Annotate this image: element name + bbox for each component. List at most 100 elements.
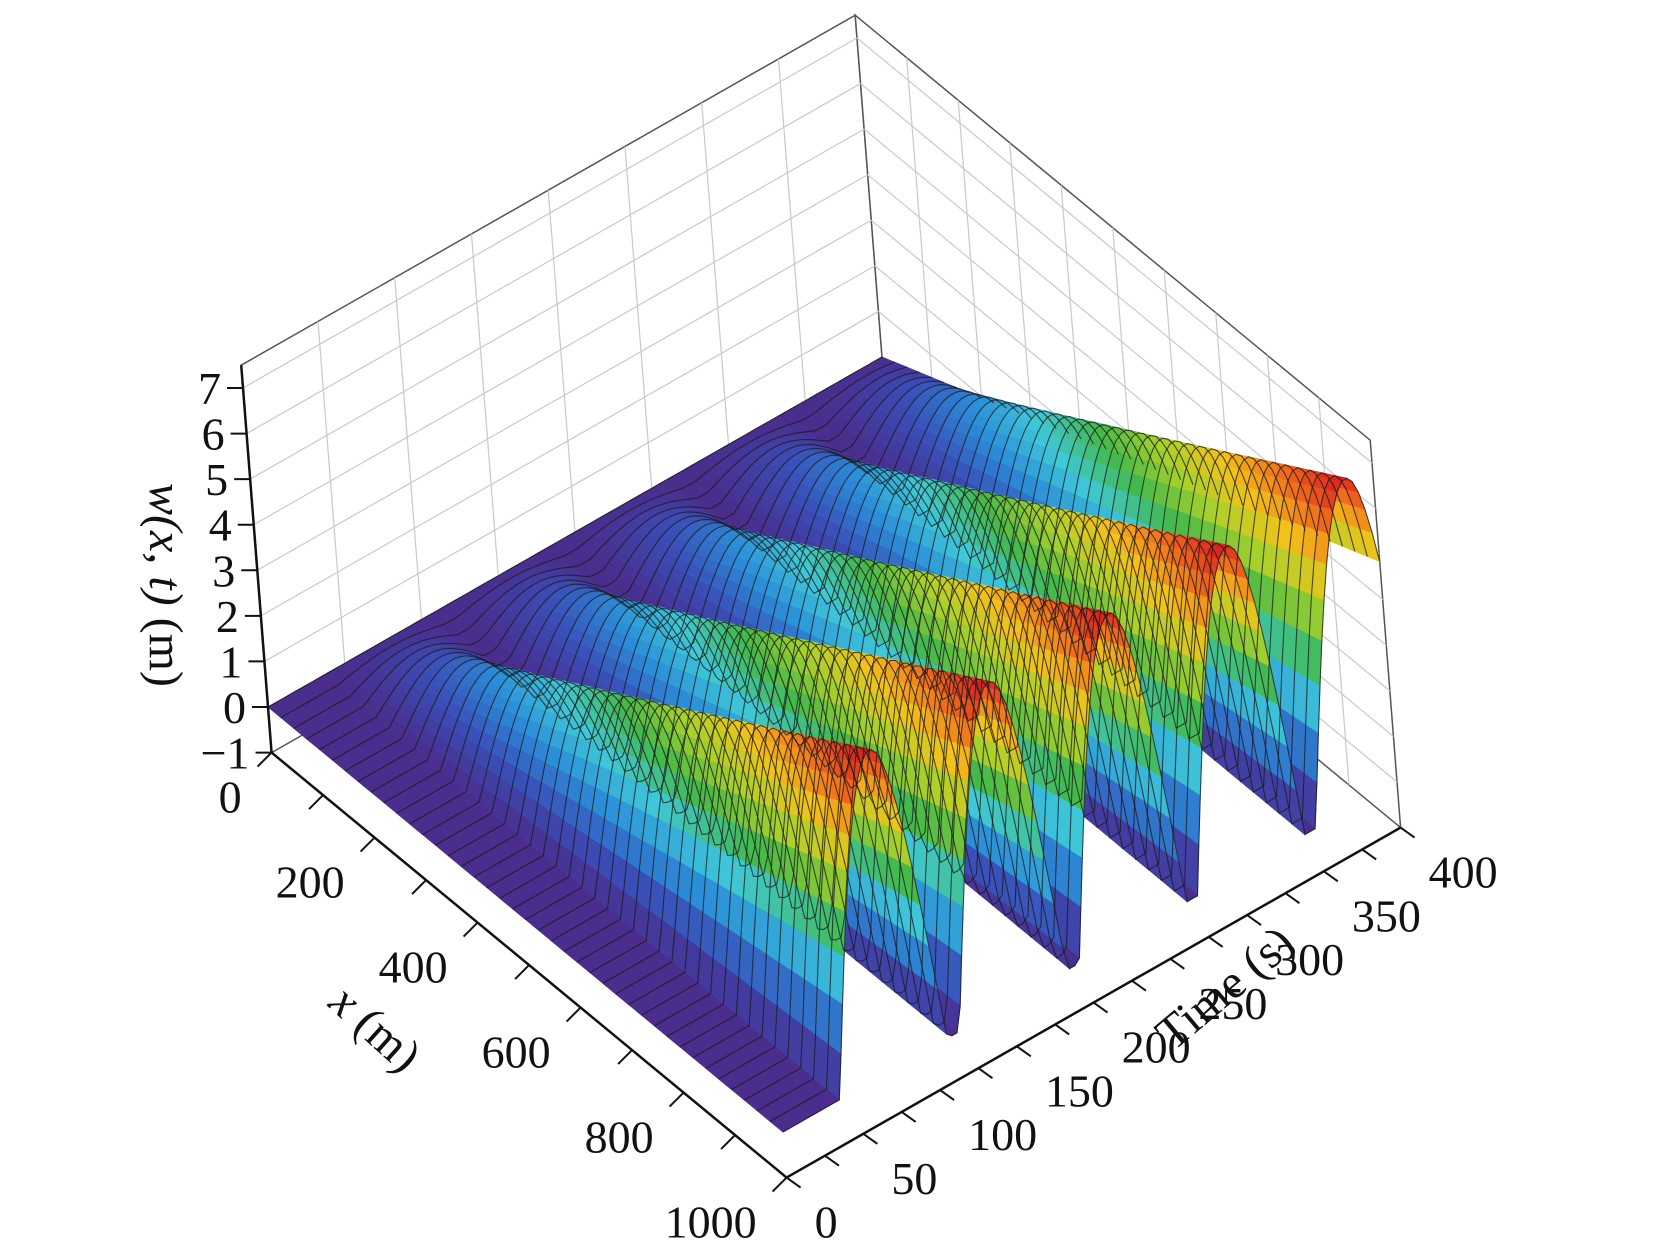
mesh-line bbox=[705, 461, 1306, 1069]
surface-patch bbox=[1161, 726, 1178, 781]
x-tick-label: 400 bbox=[379, 942, 448, 993]
grid-line-t bbox=[394, 277, 426, 666]
mesh-line bbox=[666, 453, 1269, 1037]
t-tick-label: 200 bbox=[1122, 1022, 1191, 1073]
mesh-line bbox=[280, 361, 895, 719]
x-tick bbox=[256, 751, 273, 768]
surface-patch bbox=[950, 854, 966, 909]
mesh-line bbox=[628, 445, 1231, 1005]
z-tick-label: 5 bbox=[205, 454, 228, 505]
surface-patch bbox=[1290, 715, 1307, 775]
z-tick-label: 0 bbox=[223, 682, 246, 733]
t-tick bbox=[1246, 914, 1262, 926]
t-tick-label: 100 bbox=[968, 1109, 1037, 1160]
surface-patch bbox=[1054, 841, 1071, 900]
t-tick bbox=[1169, 958, 1185, 970]
mesh-line bbox=[692, 458, 1294, 1059]
t-tick bbox=[1208, 936, 1224, 948]
surface-patch bbox=[1305, 677, 1321, 735]
t-tick bbox=[977, 1067, 994, 1080]
t-tick-label: 300 bbox=[1275, 934, 1344, 985]
x-tick bbox=[617, 1049, 633, 1065]
mesh-line bbox=[293, 366, 908, 729]
x-tick bbox=[720, 1134, 736, 1150]
x-tick bbox=[668, 1091, 685, 1108]
z-tick-label: 7 bbox=[198, 363, 221, 414]
z-tick-label: −1 bbox=[201, 728, 250, 779]
x-tick bbox=[359, 836, 376, 853]
grid-line-t bbox=[547, 190, 580, 578]
mesh-line bbox=[731, 466, 1331, 1090]
surface-patch bbox=[1172, 778, 1189, 837]
surface-patch bbox=[1292, 670, 1308, 726]
t-axis-title: Time (s) bbox=[1146, 916, 1304, 1061]
t-tick bbox=[1054, 1023, 1070, 1036]
t-tick-label: 0 bbox=[815, 1197, 838, 1248]
mesh-line bbox=[615, 442, 1219, 995]
t-tick-label: 400 bbox=[1429, 847, 1498, 898]
t-tick bbox=[824, 1154, 840, 1167]
mesh-line bbox=[602, 440, 1207, 984]
t-tick-label: 150 bbox=[1045, 1065, 1114, 1116]
x-tick-label: 600 bbox=[482, 1027, 551, 1078]
mesh-line bbox=[319, 376, 932, 750]
surface-patch bbox=[1306, 634, 1323, 687]
x-tick bbox=[565, 1006, 582, 1023]
mesh-line bbox=[306, 371, 920, 740]
mesh-line bbox=[744, 469, 1343, 1101]
x-tick bbox=[514, 964, 530, 980]
x-tick-label: 800 bbox=[585, 1112, 654, 1163]
t-tick bbox=[1399, 826, 1416, 839]
mesh-line bbox=[679, 456, 1281, 1048]
z-tick-label: 6 bbox=[202, 409, 225, 460]
surface-patch bbox=[948, 899, 964, 957]
t-tick bbox=[862, 1133, 878, 1145]
surface-patch bbox=[937, 847, 953, 901]
mesh-line bbox=[589, 437, 1194, 974]
mesh-line bbox=[473, 413, 1082, 878]
surface-patch bbox=[815, 987, 831, 1046]
surface-patch bbox=[1043, 789, 1060, 843]
grid-line-x bbox=[1318, 397, 1350, 786]
t-tick bbox=[1284, 892, 1301, 905]
surface-patch bbox=[816, 941, 832, 997]
surface-patch bbox=[1303, 724, 1319, 784]
surface-patch bbox=[1187, 740, 1203, 797]
t-tick-label: 250 bbox=[1198, 978, 1267, 1029]
mesh-line bbox=[769, 474, 1368, 1122]
grid-line-t bbox=[624, 146, 656, 534]
surface-patch bbox=[1067, 849, 1083, 909]
surface-patch bbox=[803, 934, 820, 989]
t-tick-label: 350 bbox=[1352, 890, 1421, 941]
z-tick-label: 2 bbox=[216, 591, 239, 642]
surface-patch bbox=[827, 995, 843, 1055]
t-tick bbox=[1092, 1001, 1109, 1014]
grid-line-t bbox=[701, 102, 733, 491]
x-tick-label: 0 bbox=[219, 772, 242, 823]
mesh-line bbox=[357, 387, 970, 782]
t-tick bbox=[901, 1111, 917, 1123]
surface-patch bbox=[1069, 803, 1085, 860]
t-tick bbox=[785, 1176, 802, 1189]
z-tick-label: 4 bbox=[209, 500, 232, 551]
x-tick-label: 1000 bbox=[665, 1197, 757, 1248]
mesh-line bbox=[641, 448, 1244, 1016]
mesh-line bbox=[782, 477, 1381, 1133]
t-tick bbox=[1361, 848, 1377, 861]
x-tick bbox=[462, 921, 479, 938]
mesh-line bbox=[718, 464, 1319, 1080]
t-tick-label: 50 bbox=[891, 1153, 937, 1204]
wave-surface bbox=[267, 356, 1381, 1133]
surface-patch bbox=[935, 891, 951, 948]
surface-patch bbox=[829, 949, 845, 1006]
x-tick bbox=[411, 879, 427, 895]
mesh-line bbox=[538, 426, 1144, 931]
surface-patch bbox=[1279, 663, 1296, 718]
mesh-line bbox=[267, 356, 883, 708]
grid-line-t bbox=[317, 321, 349, 709]
tick-marks bbox=[227, 387, 1416, 1193]
mesh-line bbox=[757, 472, 1356, 1112]
mesh-line bbox=[654, 450, 1256, 1027]
